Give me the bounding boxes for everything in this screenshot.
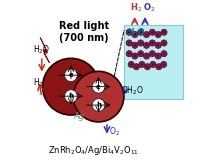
Circle shape	[134, 44, 136, 46]
Circle shape	[156, 64, 162, 70]
Circle shape	[64, 69, 77, 82]
Circle shape	[134, 34, 136, 35]
Circle shape	[163, 53, 165, 55]
Circle shape	[43, 58, 99, 115]
Circle shape	[138, 51, 144, 57]
Text: h: h	[96, 102, 101, 108]
Circle shape	[155, 53, 161, 59]
Circle shape	[161, 61, 167, 68]
Circle shape	[138, 40, 144, 46]
Circle shape	[130, 63, 132, 65]
Circle shape	[144, 64, 151, 70]
Text: 2H$_2$O: 2H$_2$O	[122, 85, 144, 97]
Circle shape	[132, 42, 138, 48]
Circle shape	[92, 99, 105, 112]
Circle shape	[151, 31, 153, 33]
Circle shape	[163, 31, 165, 33]
Circle shape	[128, 53, 130, 55]
Circle shape	[138, 29, 144, 35]
Text: Red light: Red light	[59, 21, 109, 31]
Circle shape	[64, 90, 77, 103]
Circle shape	[151, 42, 153, 44]
Circle shape	[157, 34, 159, 35]
Circle shape	[150, 61, 156, 68]
Circle shape	[157, 44, 159, 46]
Circle shape	[135, 66, 137, 68]
Circle shape	[157, 55, 159, 57]
Text: Ag: Ag	[73, 112, 84, 121]
Circle shape	[140, 53, 142, 55]
Circle shape	[140, 31, 142, 33]
Circle shape	[163, 63, 165, 65]
Text: H$_2$: H$_2$	[33, 76, 43, 89]
Text: ZnRh$_2$O$_4$/Ag/Bi$_4$V$_2$O$_{11}$: ZnRh$_2$O$_4$/Ag/Bi$_4$V$_2$O$_{11}$	[48, 144, 139, 157]
Text: O$_2$: O$_2$	[143, 1, 156, 14]
Circle shape	[141, 63, 143, 65]
Circle shape	[151, 53, 153, 55]
Circle shape	[132, 53, 138, 59]
Circle shape	[126, 40, 132, 46]
Bar	[124, 25, 183, 99]
Circle shape	[158, 66, 160, 68]
Circle shape	[134, 55, 136, 57]
Circle shape	[139, 61, 145, 68]
Circle shape	[143, 42, 150, 48]
Text: H$_2$O: H$_2$O	[127, 26, 145, 39]
Circle shape	[126, 29, 132, 35]
Circle shape	[161, 29, 167, 35]
Circle shape	[146, 55, 147, 57]
Text: e: e	[69, 72, 73, 78]
Circle shape	[155, 31, 161, 38]
Text: H$_2$: H$_2$	[130, 1, 143, 14]
Circle shape	[155, 42, 161, 48]
Polygon shape	[40, 38, 49, 63]
Circle shape	[140, 42, 142, 44]
Circle shape	[161, 51, 167, 57]
Circle shape	[149, 51, 155, 57]
Circle shape	[128, 61, 134, 68]
Circle shape	[149, 29, 155, 35]
Circle shape	[143, 53, 150, 59]
Circle shape	[73, 71, 124, 122]
Text: H$_2$O: H$_2$O	[33, 44, 50, 56]
Circle shape	[143, 31, 150, 38]
Text: e: e	[96, 84, 101, 90]
Circle shape	[126, 51, 132, 57]
Circle shape	[146, 34, 147, 35]
Circle shape	[146, 66, 148, 68]
Text: O$_2$: O$_2$	[109, 126, 120, 138]
Circle shape	[132, 31, 138, 38]
Circle shape	[128, 42, 130, 44]
Circle shape	[128, 31, 130, 33]
Circle shape	[92, 80, 105, 93]
Circle shape	[163, 42, 165, 44]
Circle shape	[133, 64, 140, 70]
Text: (700 nm): (700 nm)	[59, 33, 109, 43]
Circle shape	[146, 44, 147, 46]
Circle shape	[161, 40, 167, 46]
Circle shape	[152, 63, 154, 65]
Text: h: h	[68, 93, 73, 99]
Circle shape	[149, 40, 155, 46]
